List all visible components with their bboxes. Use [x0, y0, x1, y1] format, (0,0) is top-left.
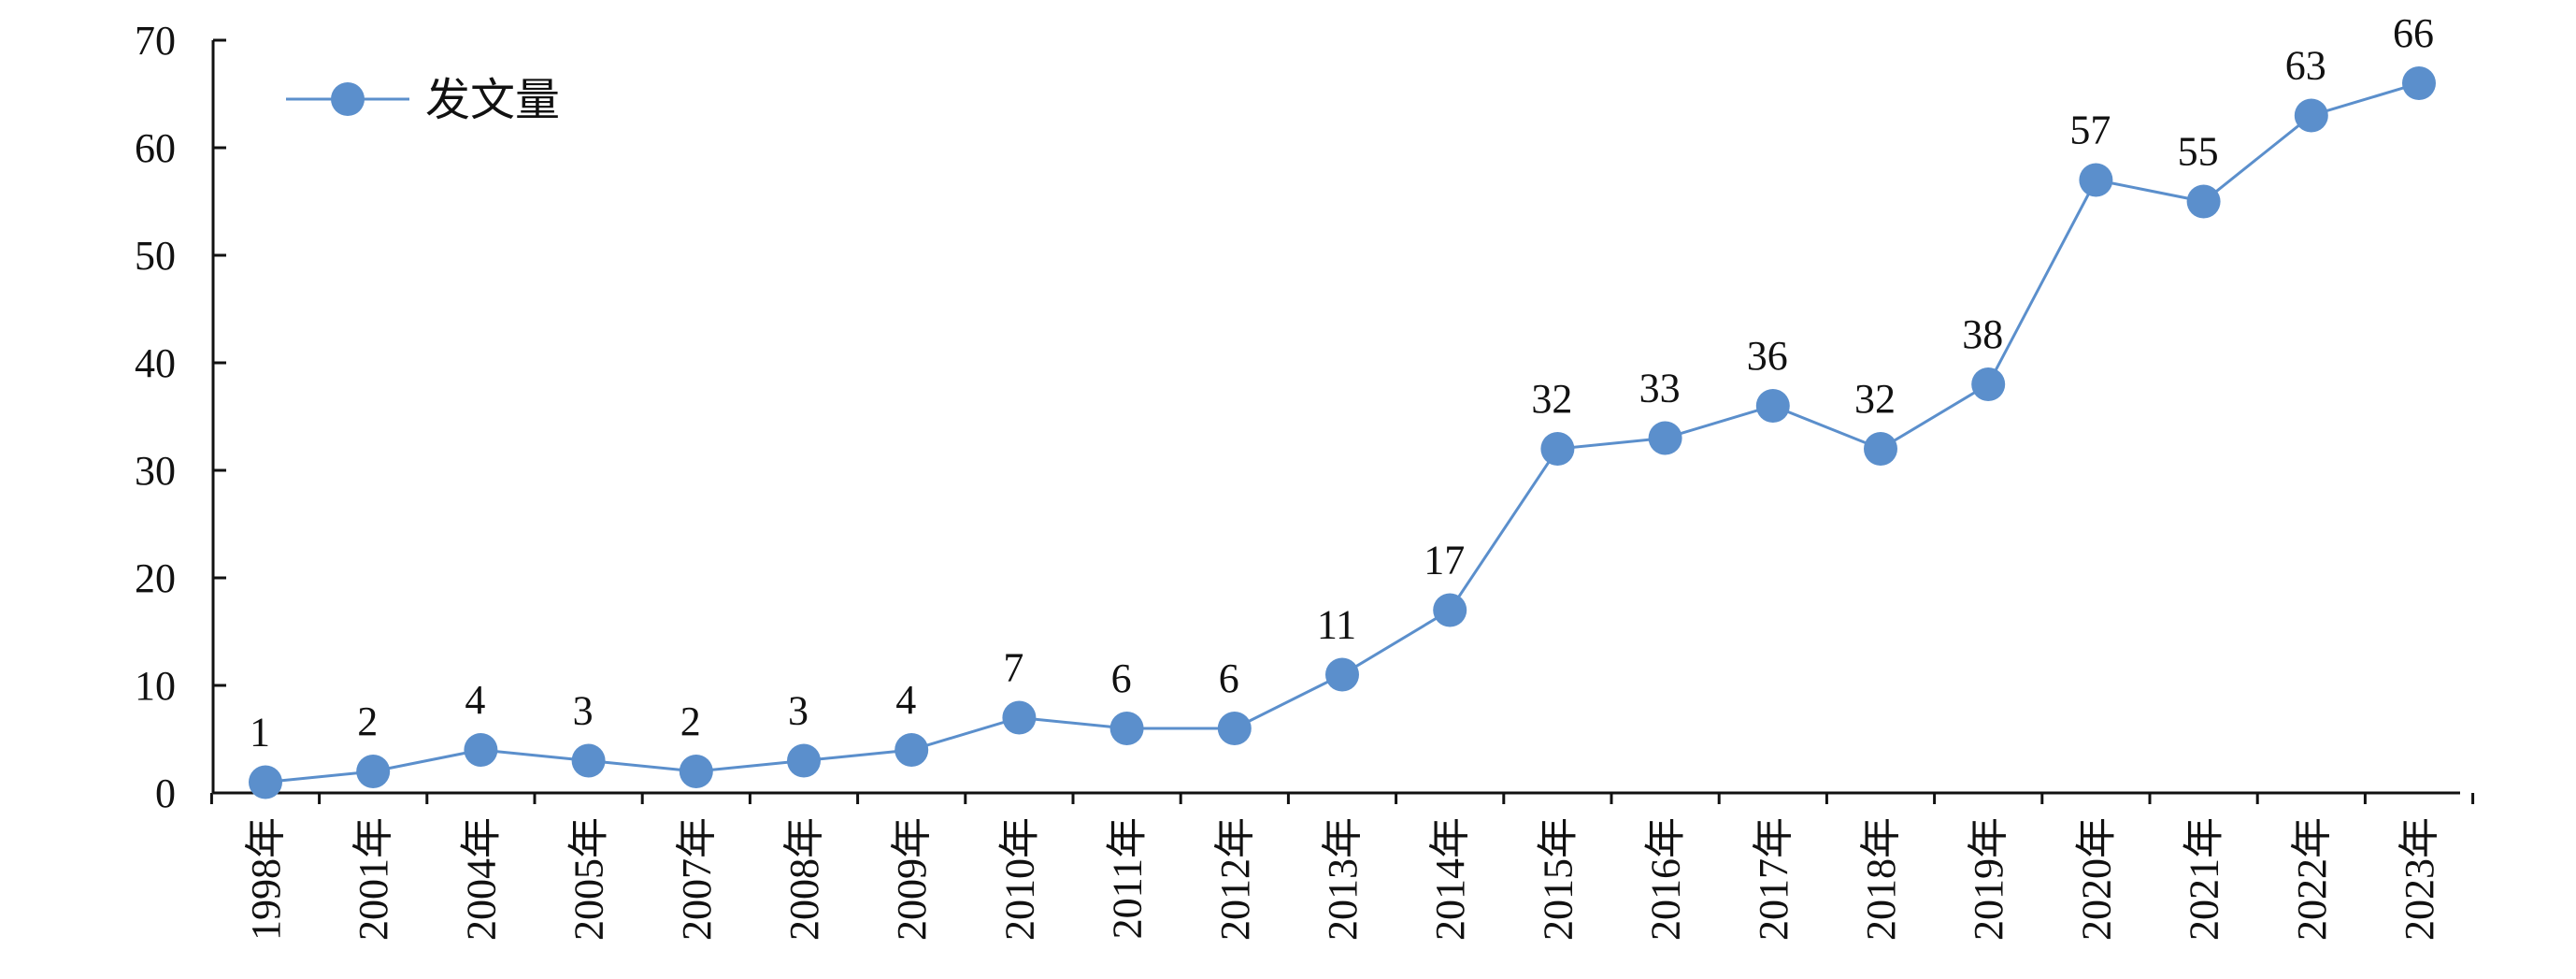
y-axis: 0 10 20 30 40 50 60 70	[135, 18, 226, 816]
data-label: 17	[1424, 538, 1465, 583]
y-tick-label: 70	[135, 18, 176, 64]
data-label: 7	[1003, 645, 1023, 691]
x-tick-label: 2015年	[1535, 817, 1581, 941]
data-point	[571, 743, 606, 778]
data-label: 2	[357, 698, 378, 744]
y-tick-label: 20	[135, 555, 176, 601]
y-tick-label: 30	[135, 448, 176, 494]
x-tick-label: 2021年	[2182, 817, 2227, 941]
x-tick-label: 2022年	[2289, 817, 2335, 941]
data-point	[1002, 700, 1037, 735]
data-point	[1971, 367, 2006, 401]
x-tick-label: 2009年	[889, 817, 935, 941]
legend-label: 发文量	[425, 74, 560, 126]
data-point	[464, 733, 498, 767]
y-tick-label: 50	[135, 233, 176, 279]
x-tick-label: 2018年	[1858, 817, 1904, 941]
data-point	[1540, 432, 1575, 466]
x-tick-label: 2001年	[351, 817, 396, 941]
x-tick-label: 2016年	[1643, 817, 1689, 941]
data-point	[249, 765, 282, 799]
data-label: 4	[465, 677, 485, 723]
legend-marker	[331, 82, 365, 116]
x-tick-label: 1998年	[243, 817, 289, 941]
data-point	[1217, 712, 1252, 745]
x-tick-label: 2005年	[566, 817, 612, 941]
x-tick-label: 2007年	[674, 817, 720, 941]
y-tick-label: 0	[155, 770, 176, 816]
data-label: 11	[1317, 602, 1356, 648]
x-tick-label: 2017年	[1751, 817, 1796, 941]
data-label: 38	[1962, 311, 2003, 357]
data-label: 63	[2285, 43, 2326, 89]
data-label: 4	[895, 677, 916, 723]
data-label: 2	[680, 698, 701, 744]
y-tick-label: 60	[135, 125, 176, 171]
data-point	[1648, 421, 1682, 455]
data-label: 32	[1531, 376, 1572, 422]
x-tick-label: 2014年	[1427, 817, 1473, 941]
data-point	[1755, 389, 1790, 423]
legend: 发文量	[286, 74, 560, 126]
data-label: 36	[1747, 333, 1788, 379]
data-label: 1	[250, 710, 270, 756]
x-tick-label: 2008年	[781, 817, 827, 941]
x-tick-label: 2011年	[1105, 817, 1151, 939]
x-tick-label: 2010年	[996, 817, 1042, 941]
data-label: 55	[2178, 129, 2219, 175]
data-label: 6	[1111, 655, 1132, 701]
x-tick-label: 2012年	[1212, 817, 1258, 941]
x-tick-label: 2023年	[2397, 817, 2442, 941]
data-point	[679, 755, 713, 788]
series-layer	[249, 66, 2436, 799]
x-tick-label: 2019年	[1966, 817, 2011, 941]
data-point	[1433, 593, 1467, 627]
data-label: 57	[2069, 108, 2111, 153]
x-axis: 1998年 2001年 2004年 2005年 2007年 2008年 2009年 2010年…	[209, 791, 2475, 941]
data-point	[356, 755, 391, 788]
x-tick-label: 2020年	[2073, 817, 2119, 941]
data-point	[1109, 712, 1144, 745]
x-tick-label: 2013年	[1320, 817, 1366, 941]
data-label: 3	[788, 688, 809, 734]
data-point	[2186, 184, 2221, 219]
data-point	[1325, 657, 1359, 692]
y-tick-label: 40	[135, 340, 176, 386]
data-label: 32	[1854, 376, 1896, 422]
data-point	[1864, 432, 1897, 466]
data-label: 33	[1639, 366, 1681, 411]
data-point	[787, 743, 821, 778]
y-tick-label: 10	[135, 663, 176, 709]
data-point	[2402, 66, 2436, 100]
data-point	[2079, 163, 2113, 197]
x-tick-label: 2004年	[458, 817, 504, 941]
data-point	[894, 733, 929, 767]
data-label: 3	[573, 688, 594, 734]
data-point	[2294, 98, 2328, 133]
data-label: 6	[1219, 655, 1239, 701]
data-label: 66	[2393, 10, 2434, 56]
